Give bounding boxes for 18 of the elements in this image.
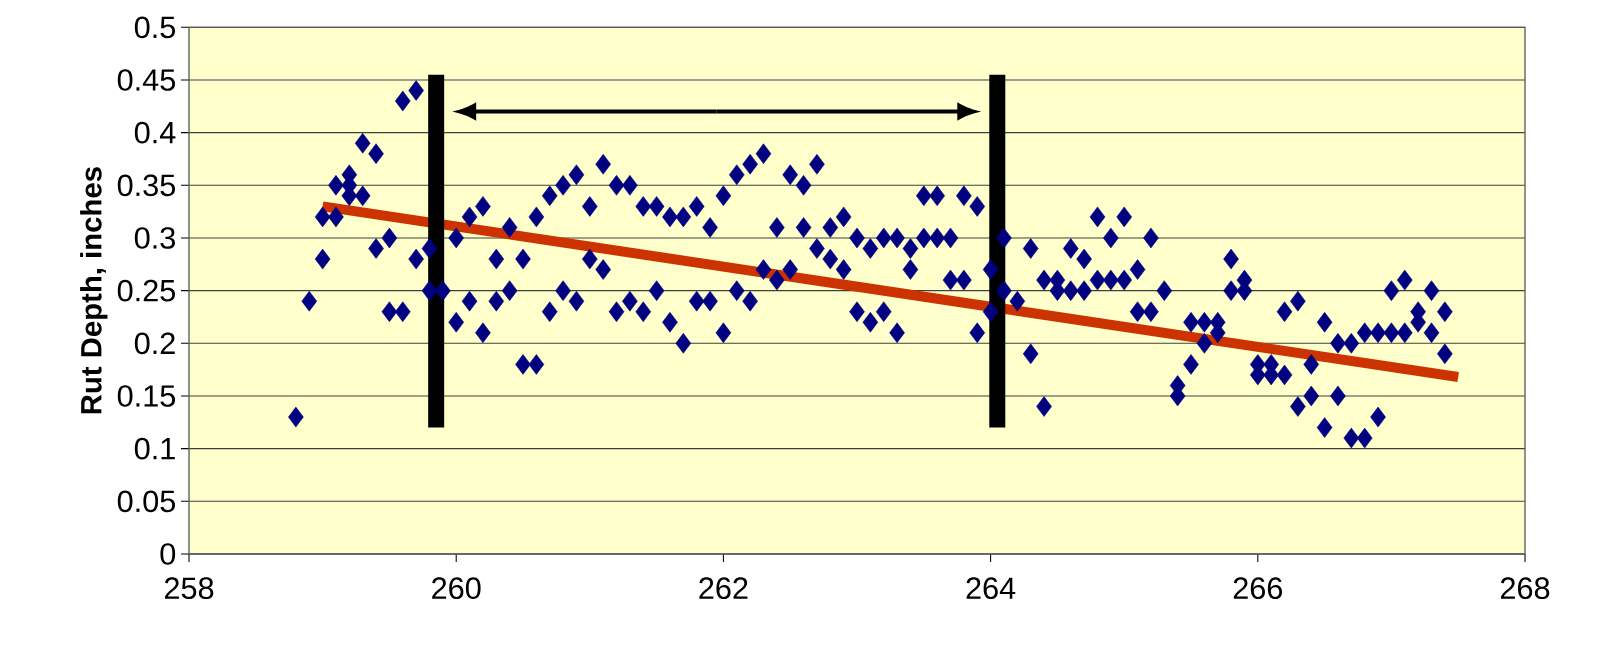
y-tick-label: 0.3	[134, 227, 175, 249]
y-tick-label: 0.25	[117, 279, 175, 302]
y-tick-label: 0.1	[134, 437, 175, 460]
y-tick-label: 0.35	[117, 174, 175, 197]
x-tick-label: 264	[966, 577, 1016, 600]
y-tick-label: 0	[160, 543, 176, 565]
y-axis-title: Rut Depth, inches	[80, 167, 108, 414]
y-tick-label: 0.15	[117, 385, 175, 407]
x-tick-label: 266	[1233, 577, 1283, 600]
y-tick-label: 0.05	[117, 490, 175, 513]
x-tick-label: 258	[164, 577, 214, 600]
x-tick-label: 260	[432, 577, 481, 600]
y-tick-label: 0.45	[117, 69, 175, 91]
x-tick-label: 268	[1500, 577, 1550, 600]
y-tick-label: 0.4	[134, 121, 176, 144]
y-tick-label: 0.2	[134, 332, 175, 355]
x-tick-label: 262	[699, 577, 748, 600]
y-tick-label: 0.5	[134, 16, 176, 39]
